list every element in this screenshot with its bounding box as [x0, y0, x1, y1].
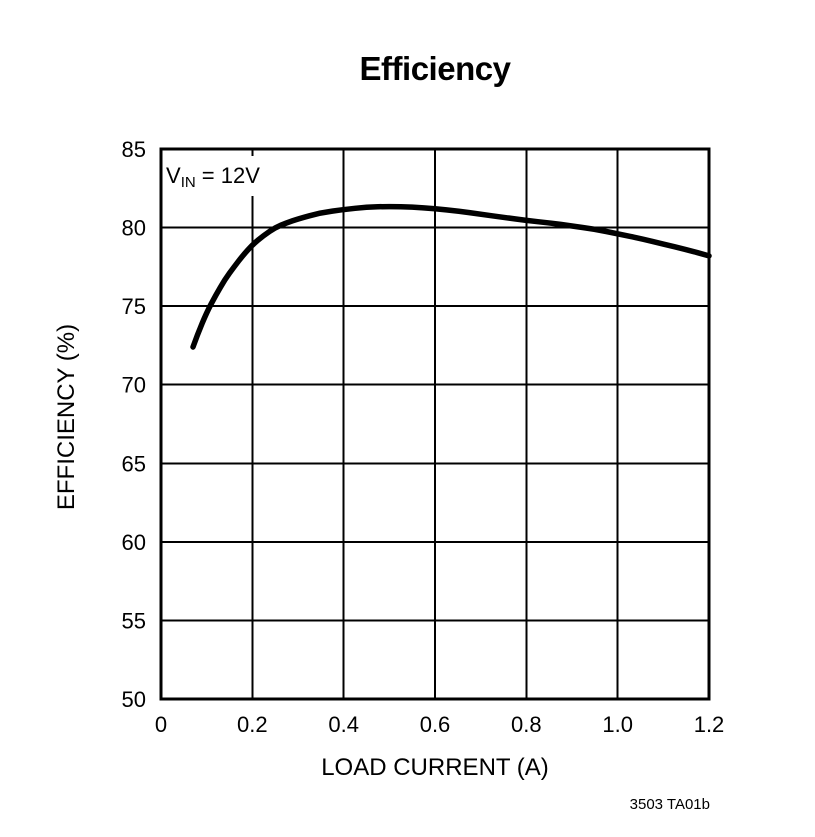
- vin-condition-annotation: VIN = 12V: [166, 156, 316, 196]
- plot-frame: [159, 147, 711, 701]
- x-tick-label: 0.2: [237, 712, 268, 737]
- y-tick-label: 55: [122, 608, 146, 633]
- y-axis-label: EFFICIENCY (%): [53, 323, 80, 511]
- efficiency-curve: [190, 203, 712, 350]
- x-tick-label: 1.2: [694, 712, 725, 737]
- x-tick-label: 0.4: [328, 712, 359, 737]
- figure-code: 3503 TA01b: [629, 796, 710, 813]
- y-tick-label: 50: [122, 687, 146, 712]
- y-tick-label: 75: [122, 294, 146, 319]
- chart-title: Efficiency: [359, 50, 511, 87]
- x-axis-label: LOAD CURRENT (A): [321, 754, 549, 781]
- x-tick-label: 0.8: [511, 712, 542, 737]
- vin-symbol: V: [166, 163, 181, 188]
- y-tick-label: 85: [122, 137, 146, 162]
- y-tick-label: 60: [122, 530, 146, 555]
- x-tick-label: 0: [155, 712, 167, 737]
- vin-value: = 12V: [195, 163, 260, 188]
- y-tick-label: 65: [122, 451, 146, 476]
- y-tick-label: 70: [122, 373, 146, 398]
- x-tick-label: 0.6: [420, 712, 451, 737]
- x-tick-label: 1.0: [602, 712, 633, 737]
- y-tick-label: 80: [122, 216, 146, 241]
- vin-subscript: IN: [180, 174, 196, 191]
